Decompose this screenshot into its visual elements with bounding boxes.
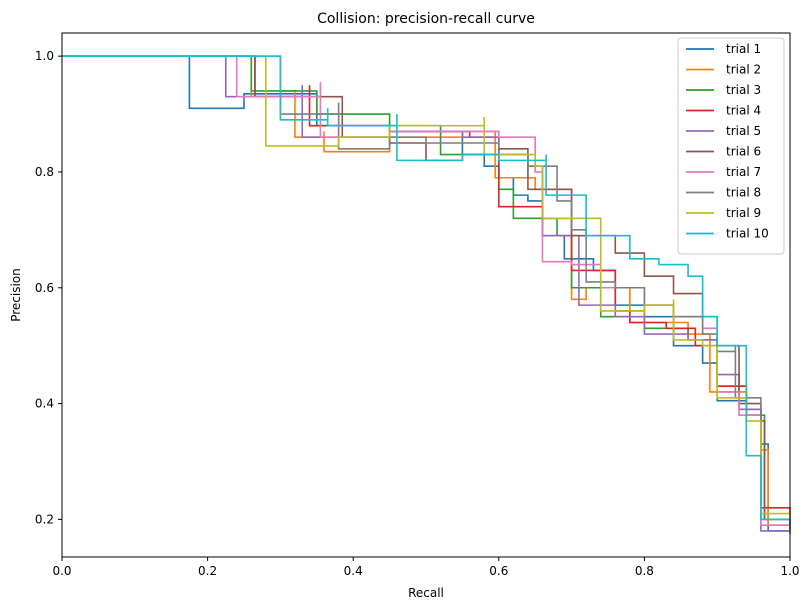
x-tick-label: 0.6: [489, 564, 508, 578]
plot-background: [62, 33, 790, 557]
legend-label-trial-5: trial 5: [726, 124, 761, 138]
legend-label-trial-9: trial 9: [726, 206, 761, 220]
chart-title: Collision: precision-recall curve: [317, 11, 535, 27]
legend-label-trial-3: trial 3: [726, 83, 761, 97]
legend-label-trial-10: trial 10: [726, 227, 769, 241]
x-tick-label: 0.8: [635, 564, 654, 578]
legend-label-trial-7: trial 7: [726, 165, 761, 179]
legend-frame: [677, 37, 785, 255]
x-axis-label: Recall: [408, 586, 444, 600]
x-tick-label: 0.4: [344, 564, 363, 578]
series-line-trial-10: [62, 55, 791, 531]
legend-label-trial-1: trial 1: [726, 42, 761, 56]
x-tick-label: 0.2: [198, 564, 217, 578]
y-axis: 0.2 0.4 0.6 0.8 1.0: [35, 49, 62, 526]
x-axis: 0.0 0.2 0.4 0.6 0.8 1.0: [52, 557, 800, 578]
y-tick-label: 0.2: [35, 512, 54, 526]
legend-entries: trial 1 trial 2 trial 3 trial 4 trial 5 trial…: [686, 42, 769, 241]
plot-frame: [61, 32, 791, 558]
legend-label-trial-8: trial 8: [726, 186, 761, 200]
y-tick-label: 1.0: [35, 49, 54, 63]
x-tick-label: 1.0: [780, 564, 799, 578]
legend-label-trial-6: trial 6: [726, 145, 761, 159]
series-layer: [62, 55, 791, 534]
y-tick-label: 0.4: [35, 397, 54, 411]
legend-label-trial-2: trial 2: [726, 63, 761, 77]
y-tick-label: 0.8: [35, 165, 54, 179]
y-axis-label: Precision: [9, 268, 23, 322]
legend-label-trial-4: trial 4: [726, 104, 761, 118]
legend: trial 1 trial 2 trial 3 trial 4 trial 5 trial…: [677, 37, 785, 255]
x-tick-label: 0.0: [52, 564, 71, 578]
y-tick-label: 0.6: [35, 281, 54, 295]
